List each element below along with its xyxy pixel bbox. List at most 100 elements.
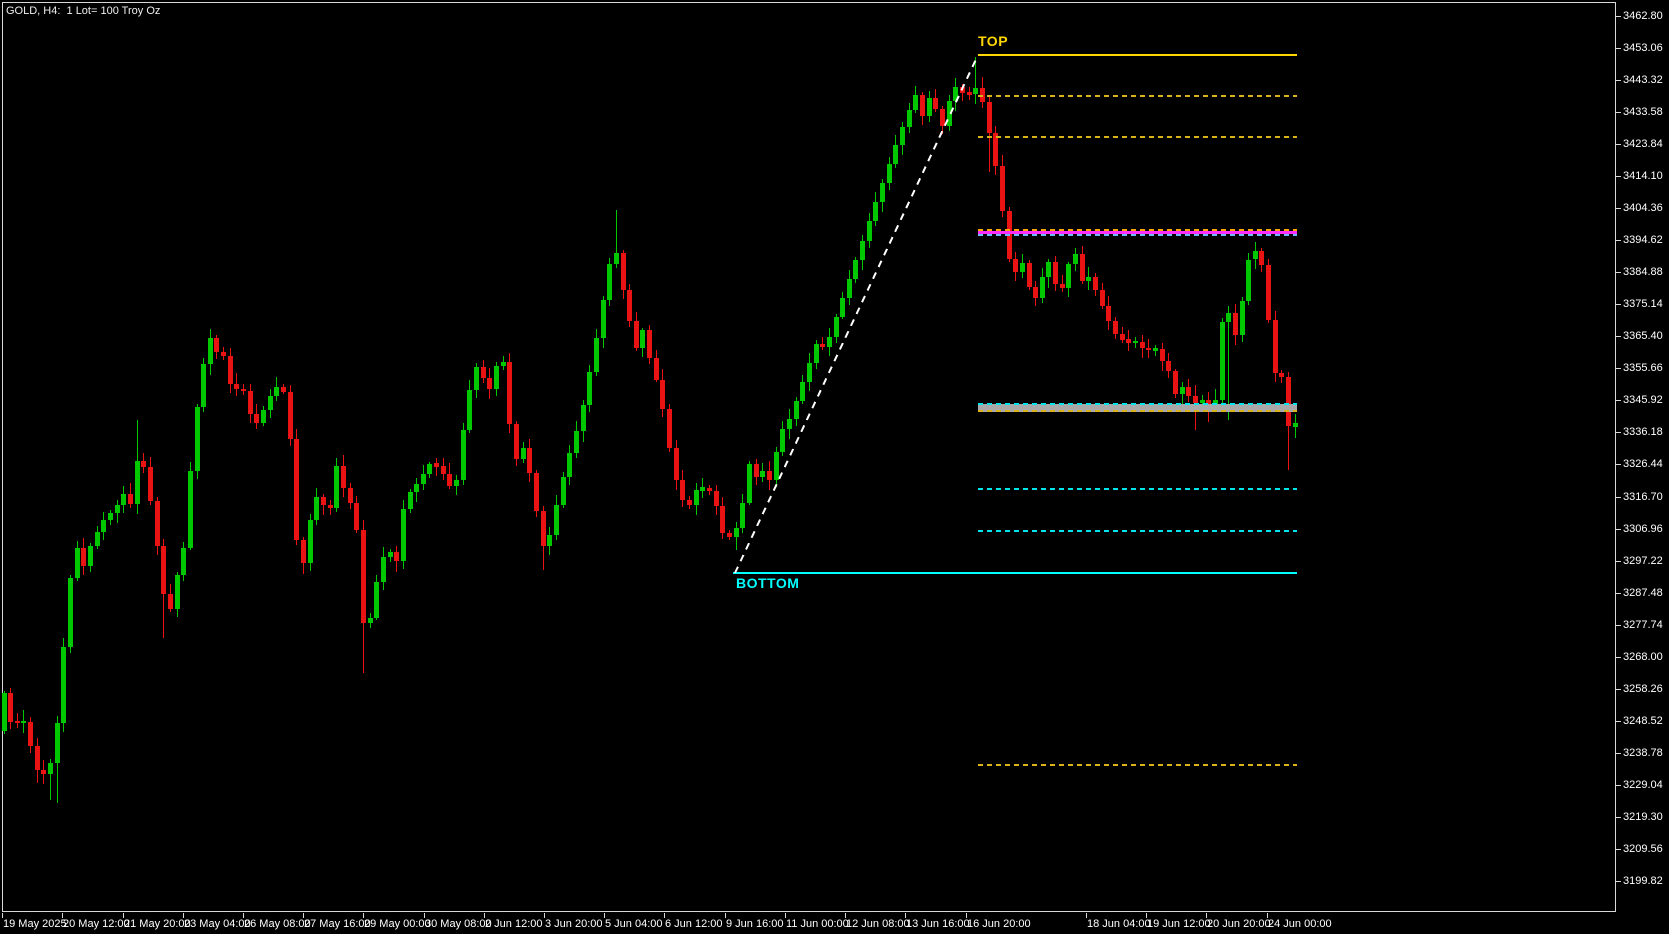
- candle: [806, 362, 812, 382]
- candle: [687, 499, 693, 505]
- time-axis-label: 2 Jun 12:00: [485, 918, 543, 930]
- top-line[interactable]: [978, 54, 1297, 56]
- price-axis-label: 3443.32: [1623, 74, 1663, 87]
- candle: [1239, 300, 1245, 335]
- candle: [627, 289, 633, 321]
- candle: [999, 165, 1005, 212]
- candle: [1259, 250, 1265, 266]
- candle: [174, 575, 180, 609]
- fib-level-2[interactable]: [978, 136, 1297, 138]
- time-axis-label: 5 Jun 04:00: [605, 918, 663, 930]
- candle: [28, 722, 34, 746]
- bottom-line[interactable]: [733, 572, 1297, 574]
- candle: [1179, 387, 1185, 395]
- candle: [1152, 347, 1158, 352]
- candle: [74, 547, 80, 579]
- chart-plot-area[interactable]: [2, 2, 1616, 912]
- price-axis-tick: [1616, 752, 1621, 754]
- candle: [41, 770, 47, 775]
- candle: [340, 465, 346, 489]
- candle: [234, 383, 240, 390]
- candle: [107, 512, 113, 521]
- candle: [194, 407, 200, 472]
- candle: [480, 367, 486, 378]
- price-axis-label: 3336.18: [1623, 426, 1663, 439]
- cyan-level-1[interactable]: [978, 488, 1297, 490]
- lower-gold-level[interactable]: [978, 764, 1297, 766]
- candle: [693, 489, 699, 505]
- cyan-level-2[interactable]: [978, 530, 1297, 532]
- composite-skyblue[interactable]: [978, 234, 1297, 236]
- top-label[interactable]: TOP: [978, 33, 1009, 49]
- candle: [1119, 333, 1125, 341]
- candle: [1219, 322, 1225, 400]
- candle: [420, 474, 426, 484]
- time-axis-tick: [1086, 913, 1087, 918]
- candle: [1019, 263, 1025, 273]
- candle: [840, 297, 846, 317]
- gray-band-bottom-gold[interactable]: [978, 410, 1297, 412]
- candle: [567, 452, 573, 477]
- time-axis-label: 24 Jun 00:00: [1268, 918, 1332, 930]
- price-axis-tick: [1616, 368, 1621, 370]
- candle: [740, 502, 746, 528]
- candle: [267, 395, 273, 410]
- price-axis-label: 3229.04: [1623, 778, 1663, 791]
- gray-band[interactable]: [978, 404, 1297, 412]
- candle-wick: [975, 57, 977, 105]
- candle: [21, 721, 27, 724]
- candle: [780, 428, 786, 452]
- candle: [347, 488, 353, 504]
- candle: [1033, 287, 1039, 298]
- candle: [34, 745, 40, 771]
- candle: [886, 164, 892, 184]
- candle: [320, 496, 326, 506]
- candle: [261, 409, 267, 423]
- candle: [221, 351, 227, 357]
- candle: [826, 337, 832, 348]
- candle: [1066, 264, 1072, 288]
- candle: [547, 534, 553, 547]
- candle: [307, 520, 313, 564]
- candle: [440, 466, 446, 474]
- candle: [620, 252, 626, 290]
- candle: [786, 418, 792, 429]
- price-axis-tick: [1616, 624, 1621, 626]
- composite-orange[interactable]: [978, 229, 1297, 231]
- candle: [746, 463, 752, 503]
- bottom-label[interactable]: BOTTOM: [736, 575, 800, 591]
- candle: [1186, 387, 1192, 396]
- price-axis-label: 3297.22: [1623, 554, 1663, 567]
- time-axis-tick: [424, 913, 425, 918]
- time-axis-tick: [363, 913, 364, 918]
- gray-band-top-cyan[interactable]: [978, 403, 1297, 405]
- candle: [1013, 259, 1019, 273]
- candle: [673, 447, 679, 481]
- candle: [1, 693, 7, 731]
- composite-magenta[interactable]: [978, 231, 1297, 234]
- price-axis-label: 3209.56: [1623, 842, 1663, 855]
- candle: [1053, 262, 1059, 284]
- candle: [134, 460, 140, 505]
- fib-level-1[interactable]: [978, 95, 1297, 97]
- candle: [327, 505, 333, 509]
- candle: [81, 547, 87, 567]
- time-axis-tick: [785, 913, 786, 918]
- candle: [1059, 283, 1065, 288]
- price-axis-label: 3394.62: [1623, 234, 1663, 247]
- candle: [700, 487, 706, 491]
- candle: [979, 87, 985, 102]
- candle: [334, 465, 340, 509]
- candle: [114, 505, 120, 513]
- candle: [993, 133, 999, 166]
- candle: [414, 483, 420, 493]
- candle: [846, 278, 852, 298]
- candle: [727, 532, 732, 538]
- candle: [227, 356, 233, 384]
- candle: [454, 479, 460, 487]
- time-axis-tick: [1206, 913, 1207, 918]
- candle: [580, 404, 586, 432]
- time-axis-label: 21 May 20:00: [124, 918, 191, 930]
- candle: [400, 509, 406, 562]
- candle: [301, 540, 307, 564]
